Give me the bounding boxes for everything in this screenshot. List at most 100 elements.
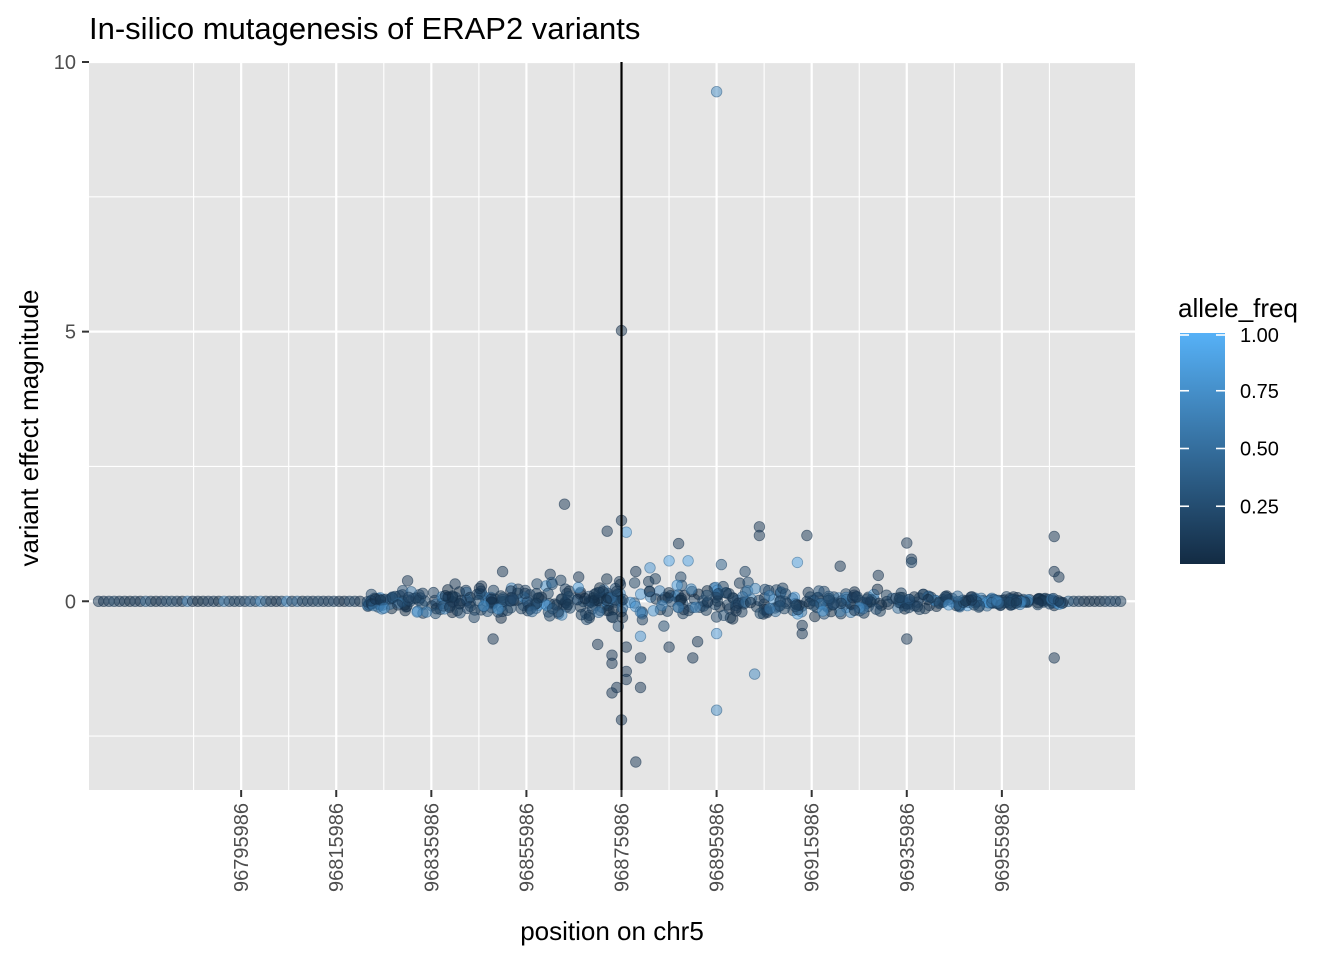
scatter-point bbox=[634, 652, 647, 664]
scatter-point bbox=[519, 587, 531, 600]
scatter-point bbox=[601, 525, 613, 537]
scatter-point bbox=[748, 668, 761, 680]
scatter-point bbox=[922, 593, 934, 606]
scatter-point bbox=[451, 604, 464, 617]
scatter-point bbox=[401, 575, 414, 587]
scatter-point bbox=[392, 599, 404, 611]
scatter-point bbox=[671, 579, 683, 592]
scatter-point bbox=[1032, 597, 1044, 609]
scatter-point bbox=[903, 594, 916, 606]
legend: allele_freq 1.00 0.75 0.50 0.25 bbox=[1178, 293, 1298, 564]
scatter-point bbox=[764, 602, 776, 615]
scatter-point bbox=[446, 591, 459, 603]
scatter-point bbox=[851, 591, 863, 603]
scatter-point bbox=[1054, 596, 1067, 608]
chart-title: In-silico mutagenesis of ERAP2 variants bbox=[89, 11, 640, 46]
x-tick-label: 96895986 bbox=[707, 803, 729, 892]
scatter-point bbox=[753, 529, 766, 542]
scatter-point bbox=[991, 595, 1003, 607]
scatter-point bbox=[823, 592, 835, 605]
scatter-point bbox=[710, 611, 723, 623]
scatter-point bbox=[558, 498, 571, 510]
scatter-point bbox=[774, 600, 786, 612]
scatter-point bbox=[817, 605, 829, 617]
scatter-point bbox=[658, 620, 670, 632]
scatter-point bbox=[1048, 652, 1060, 664]
scatter-point bbox=[672, 601, 685, 614]
scatter-point bbox=[834, 560, 846, 572]
scatter-point bbox=[710, 704, 723, 716]
scatter-point bbox=[417, 587, 429, 600]
scatter-point bbox=[507, 593, 519, 605]
scatter-point bbox=[685, 583, 697, 595]
scatter-point bbox=[485, 593, 498, 605]
scatter-point bbox=[630, 756, 642, 768]
legend-tick-label: 0.25 bbox=[1240, 496, 1279, 518]
scatter-point bbox=[871, 583, 884, 596]
scatter-point bbox=[813, 585, 825, 597]
scatter-point bbox=[403, 591, 415, 604]
scatter-point bbox=[573, 571, 585, 583]
scatter-point bbox=[1053, 571, 1065, 583]
scatter-point bbox=[701, 589, 713, 602]
scatter-point bbox=[687, 652, 699, 664]
scatter-point bbox=[730, 605, 742, 617]
scatter-point bbox=[715, 558, 728, 571]
x-tick-label: 96875986 bbox=[612, 803, 634, 892]
scatter-point bbox=[689, 601, 702, 614]
scatter-point bbox=[796, 619, 808, 632]
scatter-point bbox=[789, 600, 802, 613]
scatter-point bbox=[544, 568, 556, 581]
x-axis-label: position on chr5 bbox=[520, 916, 704, 946]
y-axis-label: variant effect magnitude bbox=[14, 289, 44, 566]
scatter-point bbox=[894, 591, 906, 604]
scatter-point bbox=[583, 612, 596, 624]
scatter-point bbox=[779, 588, 792, 600]
scatter-point bbox=[593, 586, 605, 599]
scatter-point bbox=[526, 605, 538, 618]
scatter-point bbox=[848, 604, 861, 617]
scatter-point bbox=[710, 627, 723, 640]
scatter-point bbox=[966, 591, 978, 603]
scatter-point bbox=[712, 588, 724, 600]
scatter-point bbox=[749, 582, 761, 595]
scatter-point bbox=[1114, 595, 1127, 608]
scatter-point bbox=[449, 578, 461, 590]
scatter-point bbox=[791, 556, 804, 569]
scatter-point bbox=[607, 611, 619, 624]
scatter-point bbox=[1048, 530, 1060, 543]
y-axis: 0 5 10 bbox=[54, 52, 89, 613]
scatter-point bbox=[572, 581, 585, 594]
x-tick-label: 96815986 bbox=[326, 803, 348, 892]
scatter-point bbox=[663, 641, 675, 653]
scatter-point bbox=[628, 577, 641, 589]
minor-gridlines bbox=[89, 62, 1135, 790]
legend-tick-label: 0.75 bbox=[1240, 381, 1279, 403]
scatter-point bbox=[634, 630, 647, 643]
scatter-point bbox=[644, 562, 656, 574]
scatter-point bbox=[546, 603, 559, 615]
scatter-point bbox=[420, 606, 433, 618]
legend-title: allele_freq bbox=[1178, 293, 1298, 323]
scatter-point bbox=[951, 590, 964, 602]
scatter-point bbox=[496, 565, 509, 578]
x-tick-label: 96855986 bbox=[516, 803, 538, 892]
scatter-point bbox=[663, 587, 675, 599]
scatter-point bbox=[530, 587, 543, 600]
x-tick-label: 96935986 bbox=[897, 803, 919, 892]
scatter-point bbox=[905, 556, 918, 569]
scatter-point bbox=[691, 636, 704, 648]
scatter-point bbox=[579, 592, 591, 605]
scatter-point bbox=[672, 537, 685, 550]
x-tick-label: 96835986 bbox=[421, 803, 443, 892]
scatter-point bbox=[861, 593, 874, 605]
scatter-point bbox=[492, 603, 504, 615]
scatter-point bbox=[634, 606, 647, 618]
plot-panel bbox=[89, 62, 1135, 790]
y-tick-label: 0 bbox=[65, 591, 76, 613]
scatter-point bbox=[901, 537, 913, 549]
scatter-point bbox=[378, 602, 390, 614]
scatter-point bbox=[487, 633, 499, 645]
